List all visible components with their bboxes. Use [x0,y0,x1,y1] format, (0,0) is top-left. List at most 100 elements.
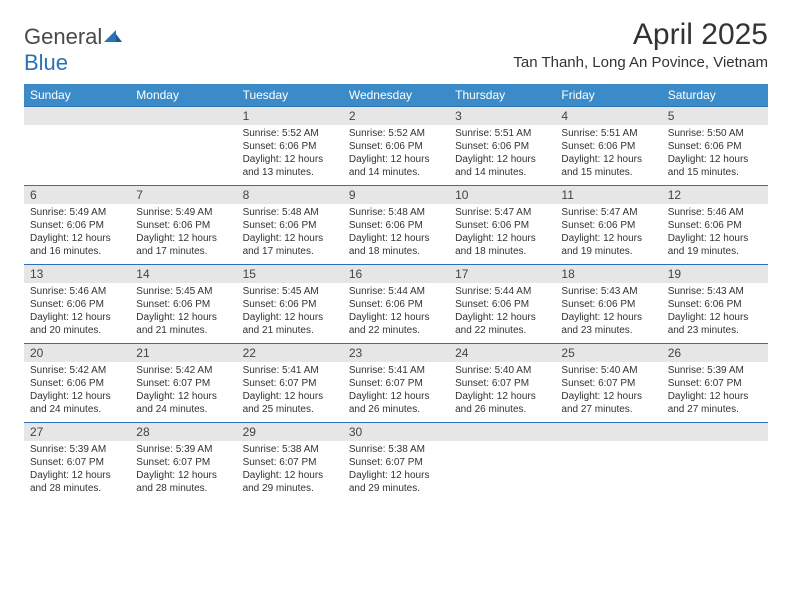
day-number: 27 [24,422,130,441]
sunset-text: Sunset: 6:06 PM [30,298,124,311]
day-cell: 27Sunrise: 5:39 AMSunset: 6:07 PMDayligh… [24,422,130,501]
daylight-text: Daylight: 12 hours and 28 minutes. [30,469,124,495]
month-title: April 2025 [513,18,768,52]
sunrise-text: Sunrise: 5:49 AM [136,206,230,219]
sunrise-text: Sunrise: 5:40 AM [455,364,549,377]
sunrise-text: Sunrise: 5:42 AM [136,364,230,377]
day-header: Sunday [24,84,130,106]
daylight-text: Daylight: 12 hours and 18 minutes. [349,232,443,258]
day-cell [662,422,768,501]
sunset-text: Sunset: 6:06 PM [455,298,549,311]
day-number: 21 [130,343,236,362]
day-number: 18 [555,264,661,283]
day-cell: 26Sunrise: 5:39 AMSunset: 6:07 PMDayligh… [662,343,768,422]
sunset-text: Sunset: 6:07 PM [136,456,230,469]
sunrise-text: Sunrise: 5:43 AM [561,285,655,298]
sunrise-text: Sunrise: 5:50 AM [668,127,762,140]
daylight-text: Daylight: 12 hours and 27 minutes. [668,390,762,416]
day-data: Sunrise: 5:52 AMSunset: 6:06 PMDaylight:… [237,125,343,185]
sunset-text: Sunset: 6:06 PM [136,298,230,311]
location-text: Tan Thanh, Long An Povince, Vietnam [513,54,768,71]
day-number: 4 [555,106,661,125]
sunrise-text: Sunrise: 5:38 AM [349,443,443,456]
day-data: Sunrise: 5:49 AMSunset: 6:06 PMDaylight:… [130,204,236,264]
sunset-text: Sunset: 6:07 PM [668,377,762,390]
daylight-text: Daylight: 12 hours and 22 minutes. [349,311,443,337]
daylight-text: Daylight: 12 hours and 21 minutes. [136,311,230,337]
day-number: 5 [662,106,768,125]
day-cell: 15Sunrise: 5:45 AMSunset: 6:06 PMDayligh… [237,264,343,343]
sunset-text: Sunset: 6:06 PM [243,298,337,311]
sunset-text: Sunset: 6:06 PM [561,219,655,232]
day-data: Sunrise: 5:48 AMSunset: 6:06 PMDaylight:… [343,204,449,264]
day-number: 7 [130,185,236,204]
sunset-text: Sunset: 6:07 PM [136,377,230,390]
day-data: Sunrise: 5:48 AMSunset: 6:06 PMDaylight:… [237,204,343,264]
sunrise-text: Sunrise: 5:45 AM [136,285,230,298]
sunrise-text: Sunrise: 5:41 AM [243,364,337,377]
calendar-table: Sunday Monday Tuesday Wednesday Thursday… [24,84,768,501]
day-cell: 24Sunrise: 5:40 AMSunset: 6:07 PMDayligh… [449,343,555,422]
day-cell [449,422,555,501]
daylight-text: Daylight: 12 hours and 24 minutes. [30,390,124,416]
day-cell: 23Sunrise: 5:41 AMSunset: 6:07 PMDayligh… [343,343,449,422]
day-data: Sunrise: 5:50 AMSunset: 6:06 PMDaylight:… [662,125,768,185]
daylight-text: Daylight: 12 hours and 18 minutes. [455,232,549,258]
day-data [555,441,661,499]
day-number [662,422,768,441]
day-number: 6 [24,185,130,204]
sunset-text: Sunset: 6:06 PM [30,377,124,390]
day-number: 25 [555,343,661,362]
day-data: Sunrise: 5:39 AMSunset: 6:07 PMDaylight:… [24,441,130,501]
day-number: 11 [555,185,661,204]
day-header-row: Sunday Monday Tuesday Wednesday Thursday… [24,84,768,106]
daylight-text: Daylight: 12 hours and 26 minutes. [349,390,443,416]
day-number: 3 [449,106,555,125]
day-cell: 13Sunrise: 5:46 AMSunset: 6:06 PMDayligh… [24,264,130,343]
sunrise-text: Sunrise: 5:51 AM [455,127,549,140]
daylight-text: Daylight: 12 hours and 27 minutes. [561,390,655,416]
sunrise-text: Sunrise: 5:52 AM [243,127,337,140]
sunrise-text: Sunrise: 5:39 AM [136,443,230,456]
day-cell: 17Sunrise: 5:44 AMSunset: 6:06 PMDayligh… [449,264,555,343]
sunset-text: Sunset: 6:07 PM [243,377,337,390]
sunset-text: Sunset: 6:06 PM [455,219,549,232]
sunset-text: Sunset: 6:06 PM [136,219,230,232]
sunset-text: Sunset: 6:06 PM [668,140,762,153]
day-cell: 28Sunrise: 5:39 AMSunset: 6:07 PMDayligh… [130,422,236,501]
sunset-text: Sunset: 6:06 PM [561,140,655,153]
day-cell: 21Sunrise: 5:42 AMSunset: 6:07 PMDayligh… [130,343,236,422]
sunset-text: Sunset: 6:07 PM [30,456,124,469]
day-number: 29 [237,422,343,441]
day-number [24,106,130,125]
daylight-text: Daylight: 12 hours and 23 minutes. [561,311,655,337]
sunrise-text: Sunrise: 5:47 AM [561,206,655,219]
brand-logo: GeneralBlue [24,24,128,76]
sunrise-text: Sunrise: 5:52 AM [349,127,443,140]
sunrise-text: Sunrise: 5:38 AM [243,443,337,456]
day-cell: 20Sunrise: 5:42 AMSunset: 6:06 PMDayligh… [24,343,130,422]
sunset-text: Sunset: 6:06 PM [30,219,124,232]
day-data: Sunrise: 5:51 AMSunset: 6:06 PMDaylight:… [449,125,555,185]
day-data: Sunrise: 5:40 AMSunset: 6:07 PMDaylight:… [449,362,555,422]
sunset-text: Sunset: 6:06 PM [243,140,337,153]
day-number: 22 [237,343,343,362]
day-cell: 22Sunrise: 5:41 AMSunset: 6:07 PMDayligh… [237,343,343,422]
daylight-text: Daylight: 12 hours and 20 minutes. [30,311,124,337]
day-data: Sunrise: 5:44 AMSunset: 6:06 PMDaylight:… [343,283,449,343]
day-number: 15 [237,264,343,283]
day-cell: 2Sunrise: 5:52 AMSunset: 6:06 PMDaylight… [343,106,449,185]
day-cell: 11Sunrise: 5:47 AMSunset: 6:06 PMDayligh… [555,185,661,264]
day-number: 2 [343,106,449,125]
day-data: Sunrise: 5:39 AMSunset: 6:07 PMDaylight:… [130,441,236,501]
day-cell: 8Sunrise: 5:48 AMSunset: 6:06 PMDaylight… [237,185,343,264]
week-row: 6Sunrise: 5:49 AMSunset: 6:06 PMDaylight… [24,185,768,264]
day-number: 9 [343,185,449,204]
daylight-text: Daylight: 12 hours and 26 minutes. [455,390,549,416]
sunrise-text: Sunrise: 5:46 AM [668,206,762,219]
daylight-text: Daylight: 12 hours and 19 minutes. [668,232,762,258]
day-cell: 10Sunrise: 5:47 AMSunset: 6:06 PMDayligh… [449,185,555,264]
sunset-text: Sunset: 6:06 PM [455,140,549,153]
daylight-text: Daylight: 12 hours and 21 minutes. [243,311,337,337]
daylight-text: Daylight: 12 hours and 14 minutes. [455,153,549,179]
